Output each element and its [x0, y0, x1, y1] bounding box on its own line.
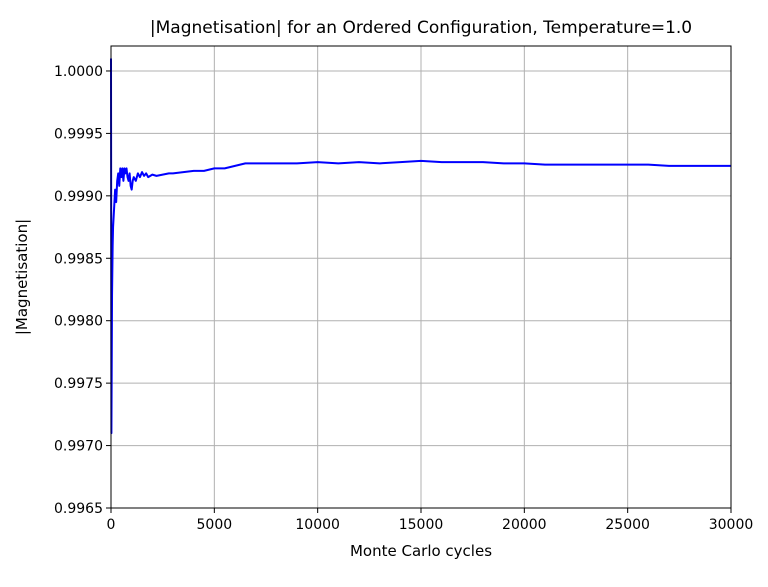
series-line — [110, 58, 731, 435]
x-axis: 0 5000 10000 15000 20000 25000 30000 — [107, 508, 754, 533]
y-tick-label: 0.9980 — [54, 314, 103, 330]
y-tick-label: 0.9990 — [54, 189, 103, 205]
x-tick-label: 25000 — [605, 517, 650, 533]
y-tick-label: 0.9965 — [54, 501, 103, 517]
grid — [110, 46, 732, 509]
x-tick-label: 30000 — [709, 517, 754, 533]
y-axis-label: |Magnetisation| — [13, 219, 31, 335]
y-tick-label: 0.9975 — [54, 376, 103, 392]
series-group — [110, 58, 731, 435]
y-tick-label: 0.9995 — [54, 126, 103, 142]
x-tick-label: 15000 — [399, 517, 444, 533]
y-tick-label: 0.9970 — [54, 439, 103, 455]
x-axis-label: Monte Carlo cycles — [350, 542, 492, 560]
x-tick-label: 0 — [107, 517, 116, 533]
y-axis: 0.9965 0.9970 0.9975 0.9980 0.9985 0.9990 0.99… — [54, 64, 111, 517]
y-tick-label: 1.0000 — [54, 64, 103, 80]
x-tick-label: 10000 — [295, 517, 340, 533]
chart-title: |Magnetisation| for an Ordered Configura… — [150, 18, 692, 38]
y-tick-label: 0.9985 — [54, 251, 103, 267]
x-tick-label: 20000 — [502, 517, 547, 533]
x-tick-label: 5000 — [197, 517, 233, 533]
